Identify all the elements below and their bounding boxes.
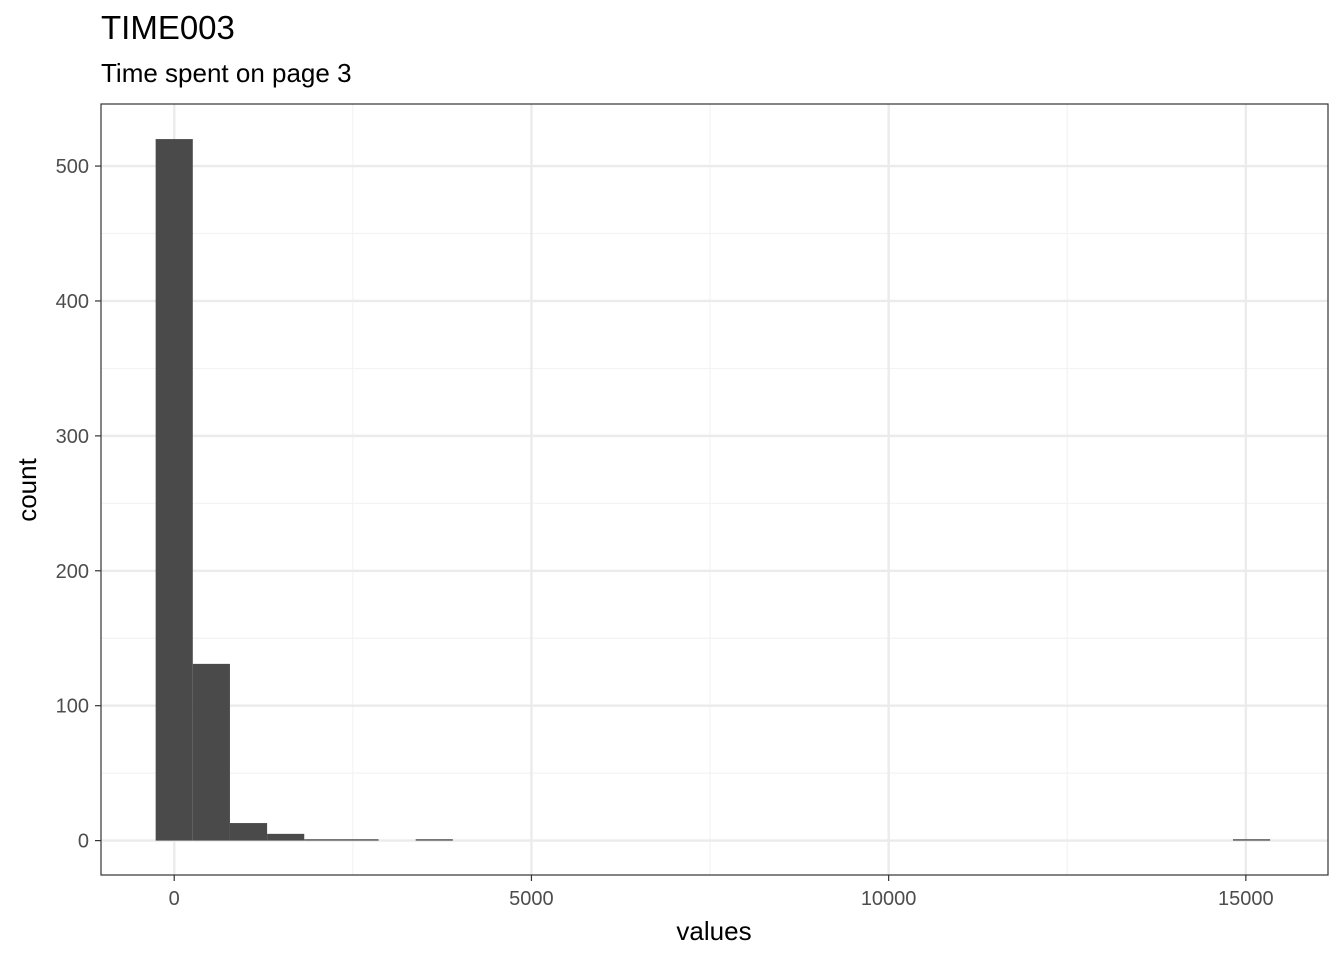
y-tick-label: 0: [78, 831, 89, 853]
minor-gridlines: [101, 104, 1328, 875]
y-tick-label: 200: [56, 561, 89, 583]
x-tick-label: 15000: [1218, 888, 1274, 910]
y-tick-label: 400: [56, 291, 89, 313]
histogram-bar: [304, 839, 342, 841]
chart-subtitle: Time spent on page 3: [101, 58, 352, 88]
histogram-bar: [341, 839, 379, 841]
x-tick-label: 0: [169, 888, 180, 910]
x-tick-label: 5000: [509, 888, 554, 910]
y-tick-label: 100: [56, 696, 89, 718]
y-axis-title: count: [12, 457, 42, 521]
chart-title: TIME003: [101, 9, 235, 46]
histogram-bar: [229, 823, 268, 841]
x-axis-ticks: 0 5000 10000 15000: [169, 875, 1274, 910]
histogram-bar: [1232, 839, 1271, 841]
y-axis-ticks: 0 100 200 300 400 500: [56, 156, 101, 853]
histogram-bar: [415, 839, 453, 841]
histogram-bar: [267, 833, 305, 841]
panel-border: [100, 103, 1329, 876]
histogram-bars: [155, 139, 1271, 841]
major-gridlines: [101, 104, 1328, 875]
x-axis-title: values: [676, 916, 751, 946]
histogram-bar: [192, 663, 230, 841]
y-tick-label: 500: [56, 156, 89, 178]
y-tick-label: 300: [56, 426, 89, 448]
x-tick-label: 10000: [861, 888, 917, 910]
histogram-bar: [155, 139, 193, 841]
